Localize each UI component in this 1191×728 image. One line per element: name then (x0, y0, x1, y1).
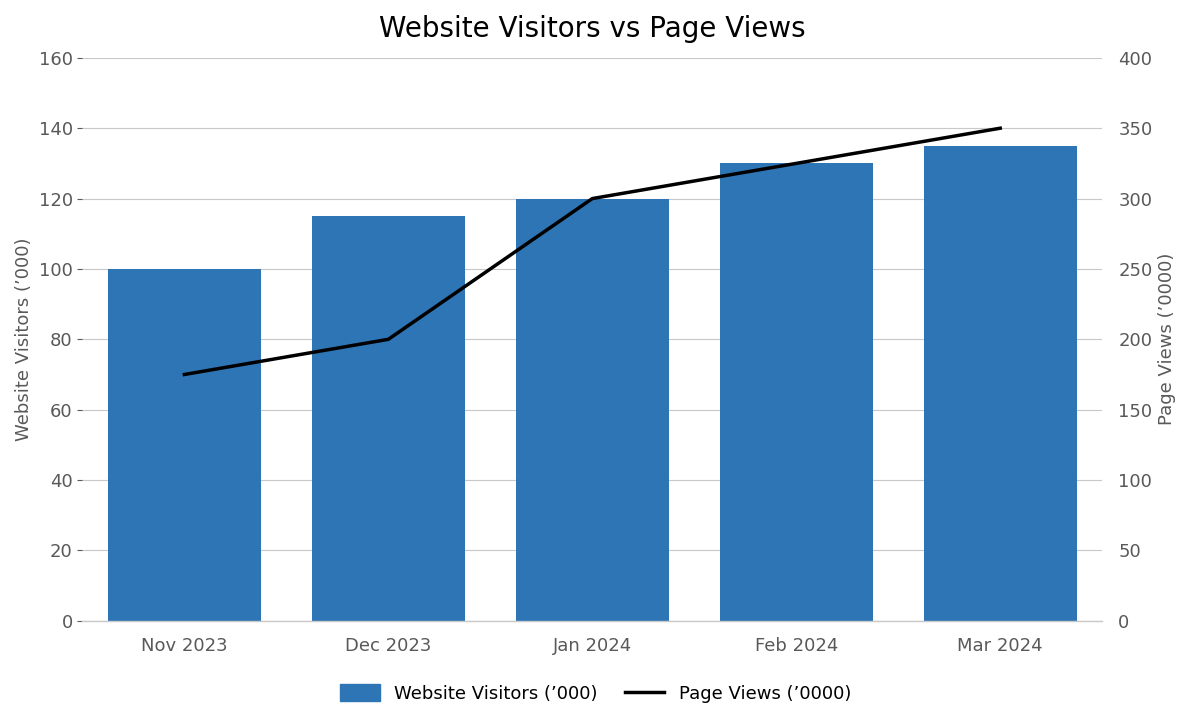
Legend: Website Visitors (’000), Page Views (’0000): Website Visitors (’000), Page Views (’00… (331, 676, 860, 712)
Bar (108, 269, 261, 621)
Bar (312, 216, 464, 621)
Y-axis label: Website Visitors (’000): Website Visitors (’000) (15, 237, 33, 441)
Bar (719, 163, 873, 621)
Bar (924, 146, 1077, 621)
Bar (516, 199, 669, 621)
Title: Website Visitors vs Page Views: Website Visitors vs Page Views (379, 15, 805, 43)
Y-axis label: Page Views (’0000): Page Views (’0000) (1158, 253, 1176, 425)
